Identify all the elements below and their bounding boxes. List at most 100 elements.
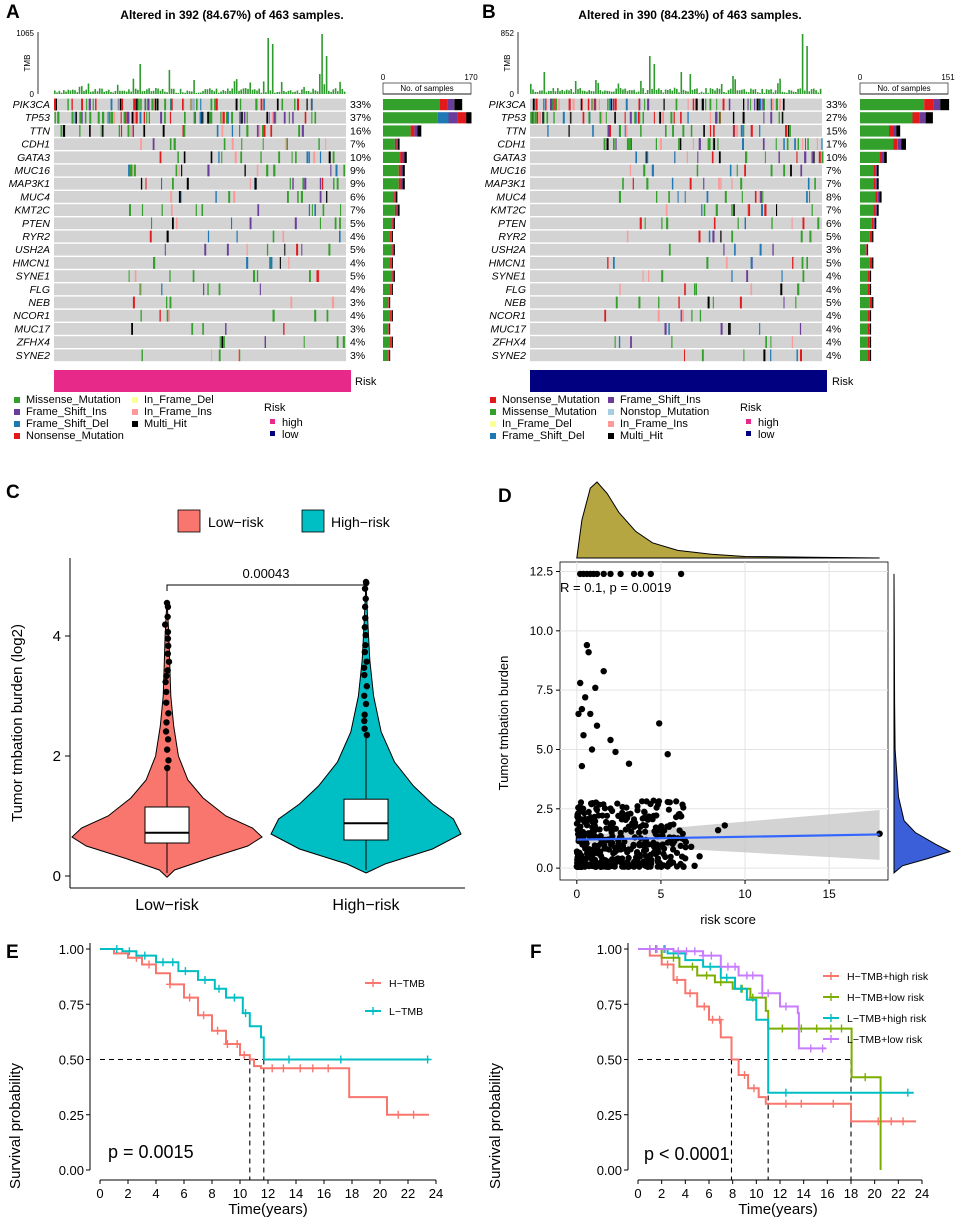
count-bar-segment bbox=[383, 297, 389, 309]
data-point bbox=[582, 694, 589, 701]
mutation-tick bbox=[117, 98, 120, 111]
censor-mark bbox=[722, 973, 731, 982]
outlier-point bbox=[361, 624, 369, 631]
mutation-tick bbox=[88, 98, 91, 111]
tmb-bar bbox=[235, 79, 238, 94]
mutation-tick bbox=[782, 111, 784, 124]
mutation-tick bbox=[192, 270, 195, 282]
tmb-bar bbox=[195, 93, 198, 94]
tmb-bar bbox=[808, 91, 811, 94]
y-tick-label: 2 bbox=[53, 748, 61, 765]
outlier-point bbox=[163, 699, 170, 706]
count-bar-segment bbox=[901, 138, 906, 150]
mutation-tick bbox=[750, 98, 752, 111]
count-bar-segment bbox=[873, 165, 876, 177]
mutation-tick bbox=[687, 98, 689, 111]
mutation-tick bbox=[129, 164, 132, 177]
mutation-tick bbox=[668, 323, 670, 335]
mutation-tick bbox=[716, 98, 718, 111]
data-point bbox=[609, 807, 616, 815]
mutation-tick bbox=[127, 111, 130, 124]
mutation-tick bbox=[762, 191, 764, 203]
mutation-tick bbox=[132, 125, 134, 137]
panel-label-a: A bbox=[6, 2, 20, 23]
tmb-bar bbox=[141, 91, 144, 94]
data-point bbox=[607, 736, 614, 744]
mutation-tick bbox=[182, 125, 185, 137]
tmb-bar bbox=[63, 90, 65, 94]
count-bar-segment bbox=[392, 217, 394, 229]
risk-level-low: low bbox=[758, 429, 775, 441]
data-point bbox=[595, 812, 602, 819]
tmb-bar bbox=[220, 91, 222, 94]
mutation-tick bbox=[309, 270, 311, 282]
mutation-tick bbox=[797, 283, 800, 296]
mutation-tick bbox=[684, 283, 686, 296]
mutation-tick bbox=[246, 125, 249, 137]
mutation-tick bbox=[625, 125, 628, 137]
mutation-tick bbox=[764, 204, 767, 216]
mutation-tick bbox=[542, 111, 544, 124]
legend-swatch bbox=[490, 409, 496, 415]
mutation-tick bbox=[568, 125, 570, 137]
mutation-tick bbox=[740, 177, 743, 190]
mutation-tick bbox=[761, 204, 763, 216]
mutation-tick bbox=[796, 151, 798, 164]
mutation-tick bbox=[696, 164, 699, 177]
censor-mark bbox=[731, 962, 740, 971]
tmb-bar bbox=[96, 91, 99, 94]
tmb-bar bbox=[74, 90, 76, 94]
mutation-tick bbox=[81, 111, 83, 124]
mutation-tick bbox=[314, 204, 316, 216]
mutation-tick bbox=[800, 164, 803, 177]
legend-key-low-risk bbox=[177, 509, 201, 533]
tmb-bar bbox=[741, 89, 743, 94]
tmb-bar bbox=[170, 88, 173, 94]
mutation-tick bbox=[718, 177, 721, 190]
mutation-tick bbox=[713, 138, 716, 150]
mutation-tick bbox=[86, 98, 88, 111]
panel-label-c: C bbox=[6, 482, 20, 503]
count-bar-segment bbox=[390, 257, 392, 269]
data-point bbox=[582, 855, 589, 862]
gene-track bbox=[54, 296, 346, 309]
tmb-bar bbox=[101, 88, 103, 94]
mutation-tick bbox=[665, 204, 668, 216]
tmb-bar bbox=[631, 90, 633, 94]
tmb-bar bbox=[696, 88, 698, 94]
y-tick-label: 0.25 bbox=[597, 1108, 622, 1123]
count-bar-segment bbox=[457, 112, 467, 124]
mutation-tick bbox=[166, 309, 169, 322]
percent-label: 5% bbox=[350, 271, 365, 283]
percent-label: 9% bbox=[350, 165, 365, 177]
tmb-bar bbox=[606, 90, 608, 94]
y-tick-label: 1.00 bbox=[597, 942, 622, 957]
tmb-bar bbox=[772, 92, 775, 94]
mutation-tick bbox=[720, 230, 722, 243]
count-axis-max: 151 bbox=[941, 73, 955, 82]
x-tick-label: 24 bbox=[429, 1186, 443, 1201]
mutation-tick bbox=[194, 111, 196, 124]
mutation-tick bbox=[264, 336, 266, 348]
mutation-tick bbox=[159, 151, 162, 164]
mutation-tick bbox=[161, 177, 163, 190]
mutation-tick bbox=[747, 204, 750, 216]
tmb-bar bbox=[242, 88, 245, 94]
mutation-tick bbox=[269, 257, 271, 269]
gene-label: RYR2 bbox=[498, 231, 526, 243]
mutation-tick bbox=[713, 217, 716, 230]
oncoplot-a: A Altered in 392 (84.67%) of 463 samples… bbox=[6, 2, 478, 442]
tmb-bar bbox=[577, 89, 579, 94]
tmb-bar bbox=[193, 80, 195, 94]
data-point bbox=[655, 798, 663, 805]
gene-label: GATA3 bbox=[17, 152, 50, 164]
mutation-tick bbox=[319, 151, 322, 164]
data-point bbox=[583, 641, 591, 649]
mutation-tick bbox=[802, 270, 805, 282]
mutation-tick bbox=[581, 98, 583, 111]
mutation-tick bbox=[811, 204, 813, 216]
count-bar-segment bbox=[869, 283, 870, 295]
censor-mark bbox=[213, 1026, 222, 1035]
data-point bbox=[647, 570, 654, 578]
count-bar-segment bbox=[388, 297, 390, 309]
